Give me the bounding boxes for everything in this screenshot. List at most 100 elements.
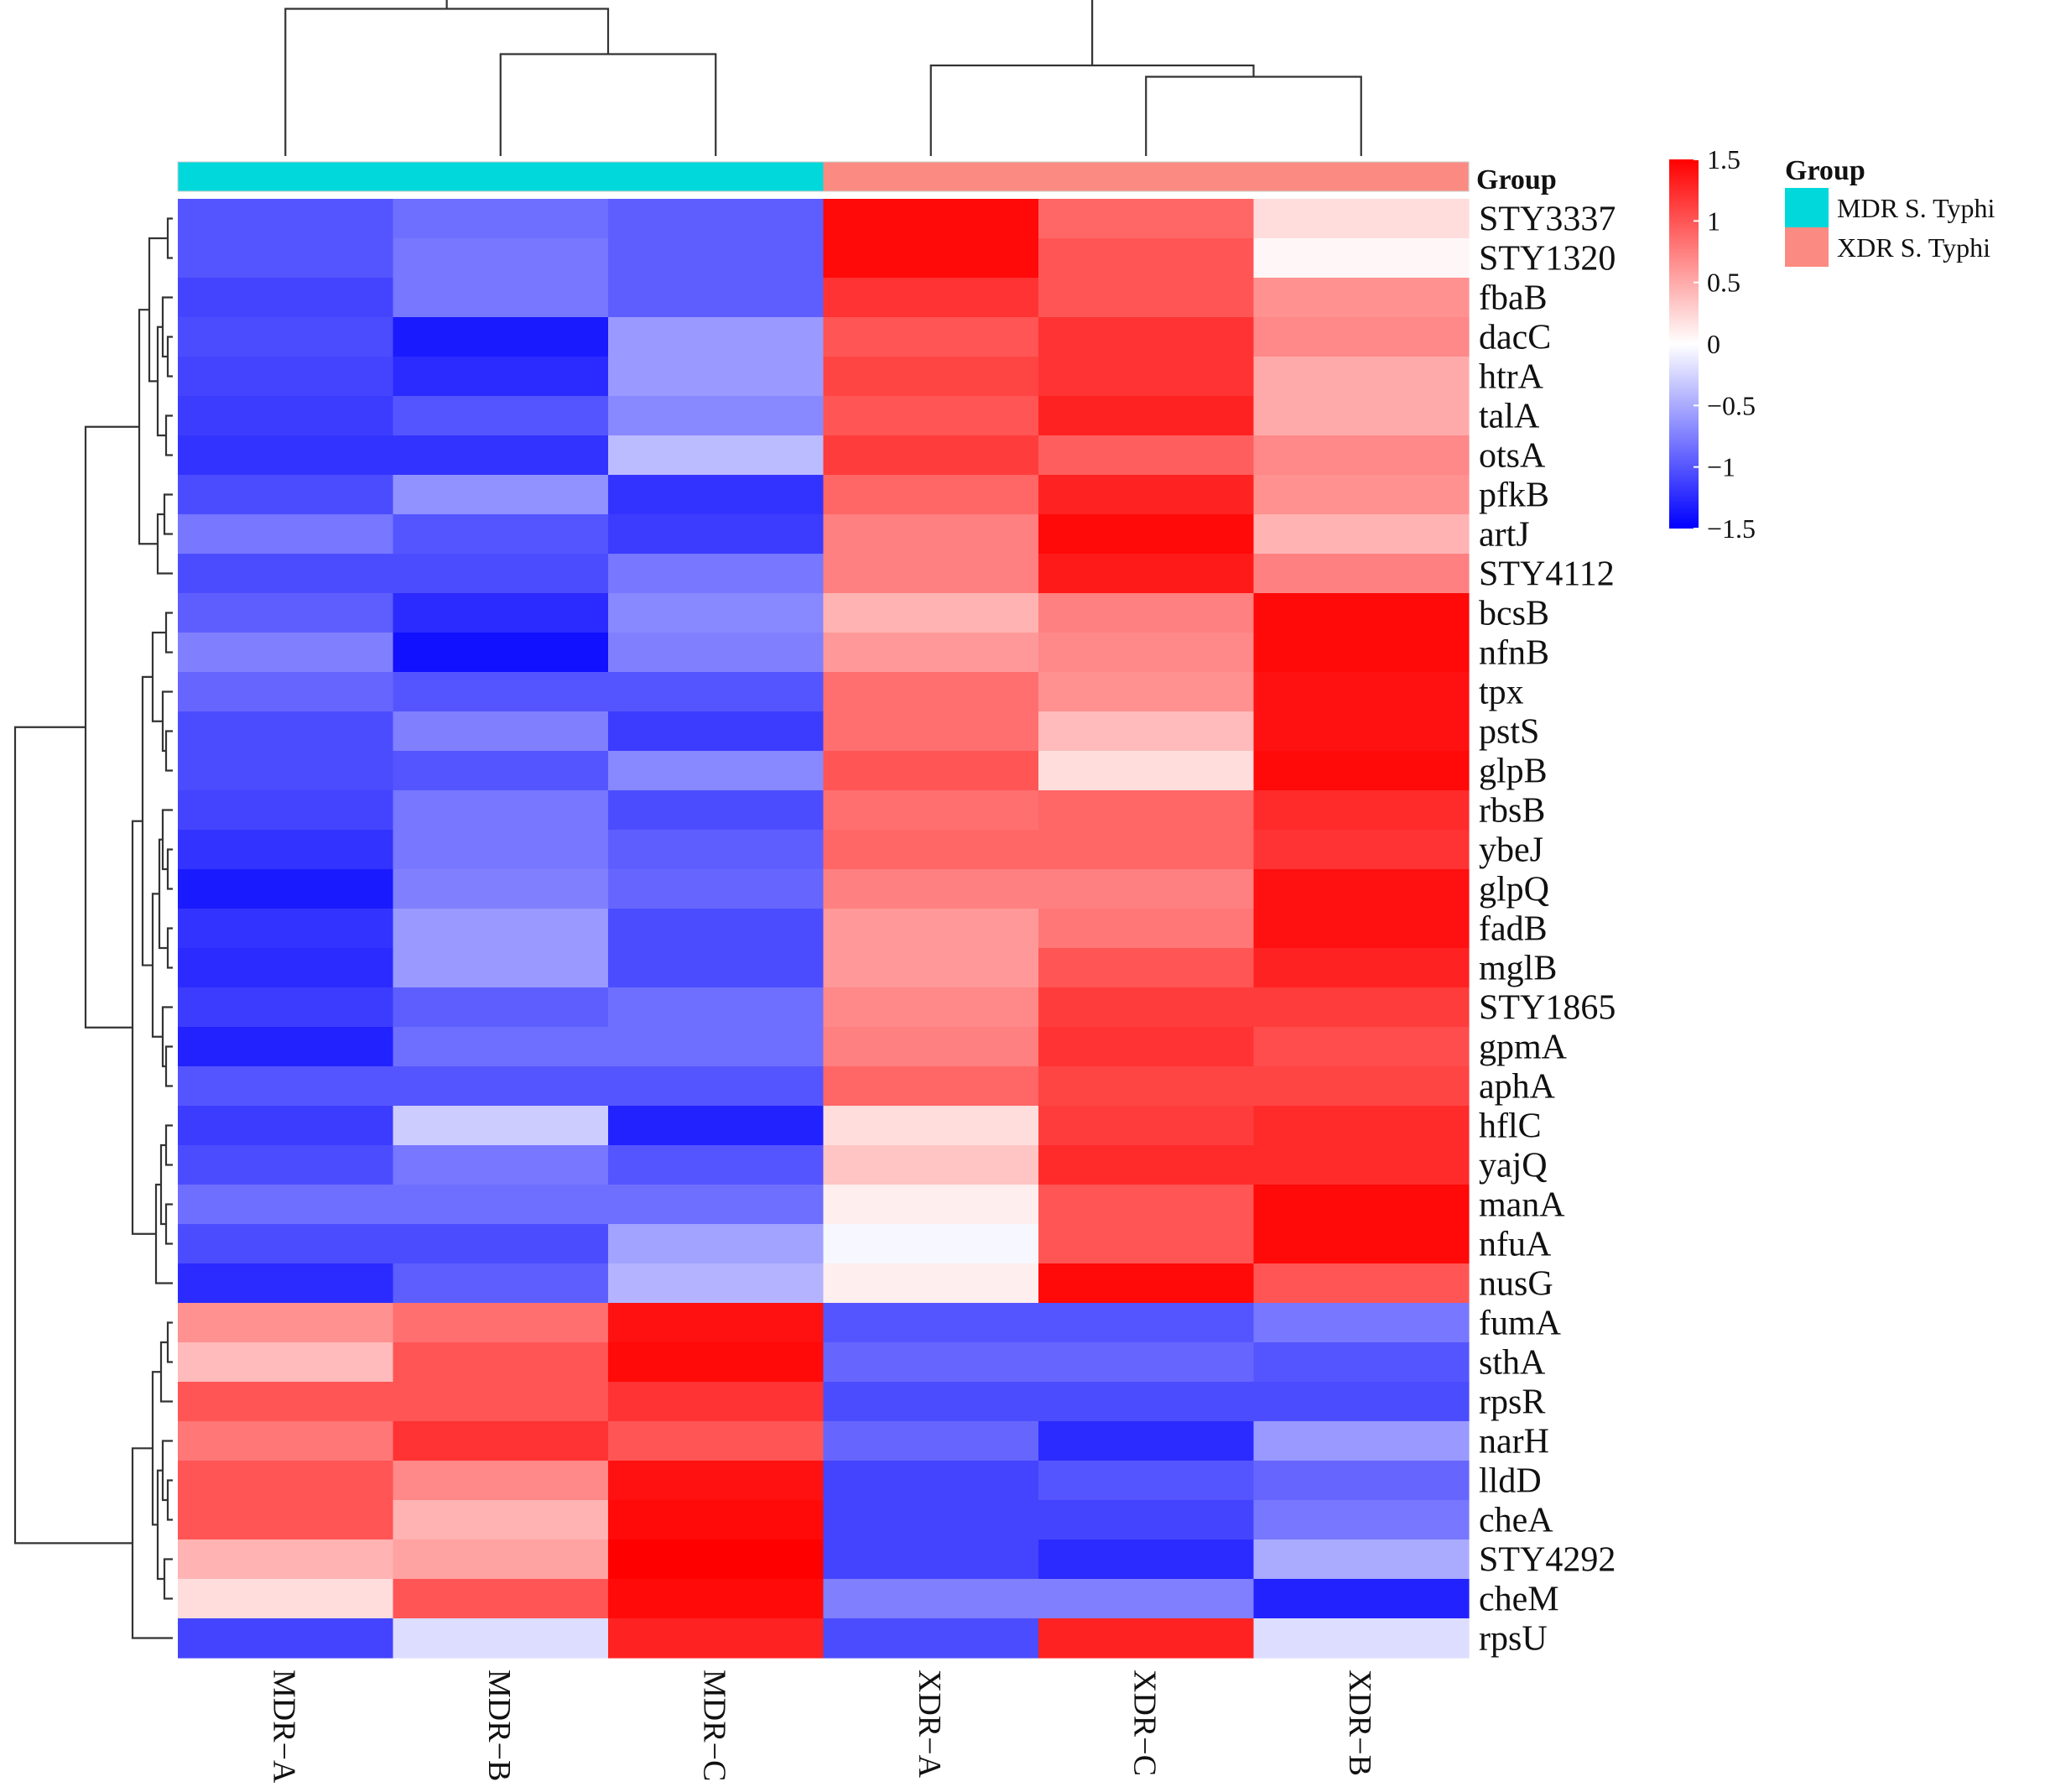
heatmap-cell [393, 672, 609, 712]
heatmap-cell [1253, 790, 1470, 831]
heatmap-cell [1038, 1382, 1255, 1422]
heatmap-cell [823, 909, 1039, 949]
heatmap-cell [1038, 1185, 1255, 1225]
heatmap-cell [823, 830, 1039, 870]
heatmap-cell [1253, 199, 1470, 239]
heatmap-cell [823, 396, 1039, 436]
row-label: pfkB [1479, 477, 1549, 515]
row-label: sthA [1479, 1344, 1546, 1383]
heatmap-cell [1253, 1618, 1470, 1659]
heatmap-cell [393, 790, 609, 831]
heatmap-cell [823, 554, 1039, 594]
row-dendrogram-branch [164, 1124, 173, 1166]
heatmap-cell [393, 317, 609, 357]
heatmap-cell [608, 1145, 825, 1185]
row-label: nfuA [1479, 1226, 1552, 1264]
heatmap-cell [1038, 475, 1255, 515]
heatmap-cell [608, 475, 825, 515]
heatmap-cell [178, 199, 394, 239]
column-dendrogram-branch [499, 53, 717, 156]
heatmap-cell [1038, 357, 1255, 397]
heatmap-cell [178, 711, 394, 752]
heatmap-cell [393, 1027, 609, 1067]
group-annotation-cell [608, 162, 825, 191]
heatmap-cell [393, 1342, 609, 1383]
row-label: htrA [1479, 358, 1544, 397]
heatmap-cell [608, 357, 825, 397]
heatmap-cell [178, 948, 394, 988]
heatmap-cell [823, 1461, 1039, 1501]
colorbar-tick-label: 1.5 [1707, 144, 1740, 175]
heatmap-cell [178, 1579, 394, 1619]
heatmap-cell [608, 869, 825, 909]
heatmap-cell [608, 751, 825, 791]
heatmap-cell [393, 987, 609, 1028]
row-dendrogram-branch [151, 893, 163, 1038]
heatmap-cell [608, 909, 825, 949]
heatmap-cell [608, 1263, 825, 1304]
heatmap-cell [1253, 554, 1470, 594]
heatmap-cell [178, 1421, 394, 1461]
heatmap-cell [178, 987, 394, 1028]
heatmap-cell [393, 1500, 609, 1540]
row-label: pstS [1479, 713, 1539, 752]
row-label: STY3337 [1479, 201, 1616, 239]
heatmap-cell [823, 1145, 1039, 1185]
heatmap-cell [1038, 1263, 1255, 1304]
row-dendrogram-branch [166, 336, 173, 378]
heatmap-cell [393, 514, 609, 555]
heatmap-cell [178, 238, 394, 279]
heatmap-cell [1253, 278, 1470, 318]
heatmap-cell [1038, 672, 1255, 712]
heatmap-cell [1038, 199, 1255, 239]
row-label: STY4292 [1479, 1541, 1616, 1580]
group-annotation-bar [177, 161, 1470, 192]
heatmap-cell [178, 790, 394, 831]
heatmap-cell [1253, 1263, 1470, 1304]
heatmap-cell [823, 869, 1039, 909]
heatmap-cell [823, 1382, 1039, 1422]
heatmap-cell [1038, 1303, 1255, 1343]
row-dendrogram-branch [166, 217, 173, 259]
heatmap-cell [393, 1263, 609, 1304]
row-label: glpB [1479, 753, 1548, 791]
row-dendrogram-branch [164, 730, 173, 772]
heatmap-cell [1253, 1185, 1470, 1225]
colorbar-tick-label: 0.5 [1707, 268, 1740, 298]
heatmap-cell [1038, 317, 1255, 357]
heatmap-cell [823, 1618, 1039, 1659]
heatmap-cell [823, 1224, 1039, 1264]
column-label: MDR−A [266, 1670, 301, 1784]
row-dendrogram-branch [154, 1183, 173, 1284]
heatmap-cell [1038, 1066, 1255, 1107]
heatmap-cell [823, 1263, 1039, 1304]
column-dendrogram-branch [1145, 76, 1362, 156]
heatmap-cell [178, 1500, 394, 1540]
heatmap-cell [823, 1342, 1039, 1383]
row-label: yajQ [1479, 1147, 1548, 1185]
heatmap-cell [1253, 317, 1470, 357]
group-annotation-frame [177, 161, 1470, 192]
heatmap-cell [178, 593, 394, 633]
heatmap-cell [823, 1500, 1039, 1540]
heatmap-cell [823, 1579, 1039, 1619]
heatmap-cell [1253, 435, 1470, 476]
heatmap-cell [1253, 987, 1470, 1028]
heatmap-cell [823, 199, 1039, 239]
column-label: XDR−A [912, 1670, 947, 1779]
heatmap-cell [608, 790, 825, 831]
column-dendrogram-branch [284, 8, 610, 156]
heatmap-cell [823, 317, 1039, 357]
row-label: tpx [1479, 674, 1524, 712]
heatmap-cell [1253, 1382, 1470, 1422]
row-dendrogram-branch [166, 848, 173, 890]
heatmap-cell [178, 1263, 394, 1304]
row-label: cheA [1479, 1502, 1553, 1540]
heatmap-cell [1038, 948, 1255, 988]
heatmap-cell [1253, 1027, 1470, 1067]
row-label: fumA [1479, 1305, 1562, 1343]
column-label: XDR−B [1342, 1670, 1377, 1776]
heatmap-cell [393, 869, 609, 909]
heatmap-cell [178, 672, 394, 712]
heatmap-cell [1253, 869, 1470, 909]
